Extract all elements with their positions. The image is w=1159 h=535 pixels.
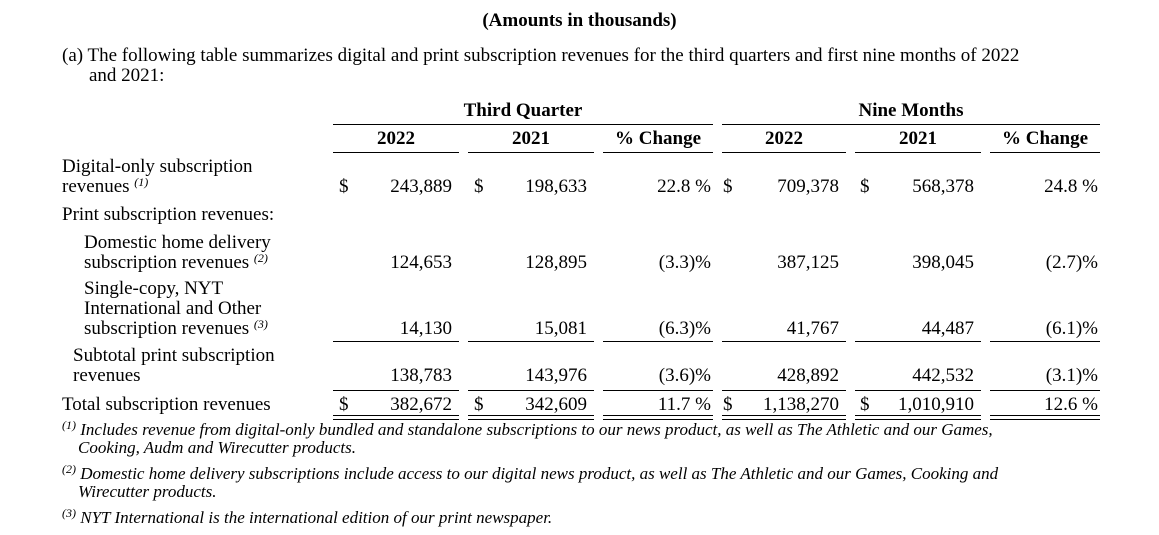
cell-value: 709,378 xyxy=(777,176,839,197)
total-rule xyxy=(603,390,713,391)
subtotal-rule xyxy=(722,341,846,342)
cell-value: 428,892 xyxy=(777,365,839,386)
cell-value: (2.7)% xyxy=(1045,252,1098,273)
cell-value: (6.1)% xyxy=(1045,318,1098,339)
cell-value: 143,976 xyxy=(525,365,587,386)
footnote-2-cont: Wirecutter products. xyxy=(78,482,217,501)
cell-value: (3.1)% xyxy=(1045,365,1098,386)
double-rule xyxy=(468,415,594,420)
currency-symbol: $ xyxy=(339,394,349,415)
col-header-tq-2021: 2021 xyxy=(512,128,550,149)
row-label: subscription revenues (3) xyxy=(84,317,268,339)
section-label: Print subscription revenues: xyxy=(62,204,275,225)
currency-symbol: $ xyxy=(723,394,733,415)
double-rule xyxy=(333,415,459,420)
cell-value: (3.6)% xyxy=(658,365,711,386)
cell-value: 15,081 xyxy=(534,318,587,339)
cell-value: 568,378 xyxy=(912,176,974,197)
cell-value: 398,045 xyxy=(912,252,974,273)
col-underline xyxy=(722,152,846,153)
cell-value: 12.6 % xyxy=(1044,394,1098,415)
row-label: revenues xyxy=(73,365,141,386)
subtotal-rule xyxy=(855,341,981,342)
cell-value: 11.7 % xyxy=(657,394,711,415)
cell-value: 138,783 xyxy=(390,365,452,386)
total-rule xyxy=(333,390,459,391)
cell-value: 24.8 % xyxy=(1044,176,1098,197)
row-label: Domestic home delivery xyxy=(84,232,271,253)
cell-value: 41,767 xyxy=(786,318,839,339)
group-header-third-quarter: Third Quarter xyxy=(463,100,583,121)
footnote-3: (3) NYT International is the internation… xyxy=(62,506,553,527)
col-header-nm-2022: 2022 xyxy=(765,128,803,149)
double-rule xyxy=(990,415,1100,420)
cell-value: 22.8 % xyxy=(657,176,711,197)
cell-value: 128,895 xyxy=(525,252,587,273)
group-header-nine-months: Nine Months xyxy=(858,100,964,121)
col-header-tq-change: % Change xyxy=(614,128,702,149)
currency-symbol: $ xyxy=(860,394,870,415)
cell-value: 382,672 xyxy=(390,394,452,415)
cell-value: 342,609 xyxy=(525,394,587,415)
footnote-1: (1) Includes revenue from digital-only b… xyxy=(62,418,993,439)
row-label: subscription revenues (2) xyxy=(84,251,268,273)
cell-value: 243,889 xyxy=(390,176,452,197)
subtotal-rule xyxy=(990,341,1100,342)
cell-value: 44,487 xyxy=(921,318,974,339)
cell-value: (6.3)% xyxy=(658,318,711,339)
row-label: revenues (1) xyxy=(62,175,149,197)
subtotal-rule xyxy=(603,341,713,342)
cell-value: 198,633 xyxy=(525,176,587,197)
col-underline xyxy=(990,152,1100,153)
total-rule xyxy=(468,390,594,391)
row-label: Subtotal print subscription xyxy=(73,345,275,366)
currency-symbol: $ xyxy=(474,394,484,415)
row-label: Digital-only subscription xyxy=(62,156,253,177)
amounts-note: (Amounts in thousands) xyxy=(482,10,677,31)
col-header-nm-2021: 2021 xyxy=(899,128,937,149)
total-rule xyxy=(722,390,846,391)
double-rule xyxy=(603,415,713,420)
currency-symbol: $ xyxy=(723,176,733,197)
group-underline-nine-months xyxy=(722,124,1100,125)
currency-symbol: $ xyxy=(339,176,349,197)
total-rule xyxy=(990,390,1100,391)
total-rule xyxy=(855,390,981,391)
subtotal-rule xyxy=(468,341,594,342)
col-underline xyxy=(855,152,981,153)
double-rule xyxy=(855,415,981,420)
col-underline xyxy=(468,152,594,153)
cell-value: 1,010,910 xyxy=(898,394,974,415)
row-label: Total subscription revenues xyxy=(62,394,271,415)
col-header-nm-change: % Change xyxy=(1001,128,1089,149)
cell-value: 387,125 xyxy=(777,252,839,273)
intro-text-line2: and 2021: xyxy=(89,65,165,86)
row-label: Single-copy, NYT xyxy=(84,278,224,299)
col-underline xyxy=(603,152,713,153)
footnote-1-cont: Cooking, Audm and Wirecutter products. xyxy=(78,438,356,457)
cell-value: 124,653 xyxy=(390,252,452,273)
intro-text-line1: (a) The following table summarizes digit… xyxy=(62,45,1020,66)
col-underline xyxy=(333,152,459,153)
double-rule xyxy=(722,415,846,420)
col-header-tq-2022: 2022 xyxy=(377,128,415,149)
cell-value: (3.3)% xyxy=(658,252,711,273)
currency-symbol: $ xyxy=(474,176,484,197)
footnote-2: (2) Domestic home delivery subscriptions… xyxy=(62,462,999,483)
row-label: International and Other xyxy=(84,298,262,319)
cell-value: 14,130 xyxy=(399,318,452,339)
group-underline-third-quarter xyxy=(333,124,713,125)
cell-value: 442,532 xyxy=(912,365,974,386)
subtotal-rule xyxy=(333,341,459,342)
cell-value: 1,138,270 xyxy=(763,394,839,415)
currency-symbol: $ xyxy=(860,176,870,197)
